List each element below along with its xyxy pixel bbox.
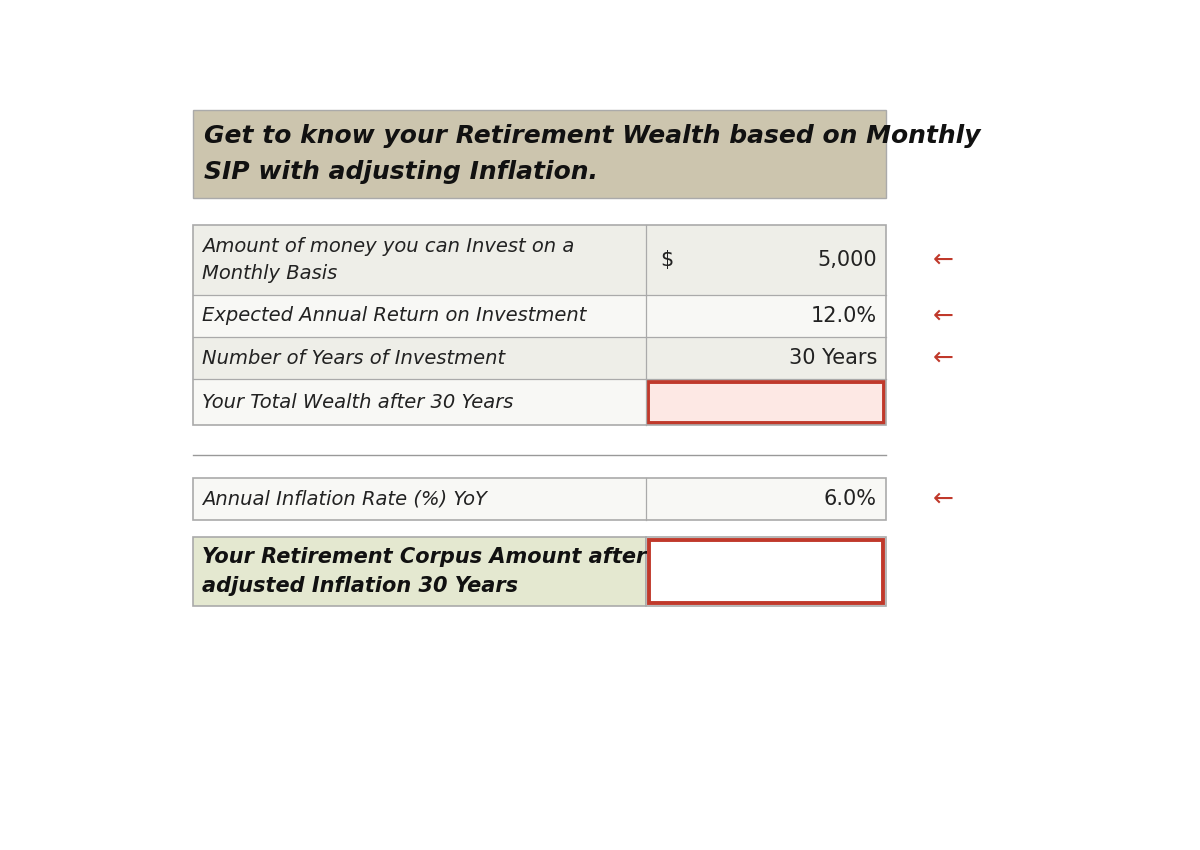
FancyBboxPatch shape [649,540,883,604]
Text: ←: ← [932,303,954,328]
Text: 12.0%: 12.0% [811,306,877,326]
FancyBboxPatch shape [193,478,887,520]
Text: Get to know your Retirement Wealth based on Monthly
SIP with adjusting Inflation: Get to know your Retirement Wealth based… [204,124,980,184]
FancyBboxPatch shape [646,294,887,337]
FancyBboxPatch shape [646,225,887,294]
Text: Annual Inflation Rate (%) YoY: Annual Inflation Rate (%) YoY [202,490,487,508]
Text: Amount of money you can Invest on a
Monthly Basis: Amount of money you can Invest on a Mont… [202,237,575,282]
Text: 5,000: 5,000 [817,250,877,269]
FancyBboxPatch shape [193,379,646,425]
Text: $: $ [660,250,673,269]
Text: Expected Annual Return on Investment: Expected Annual Return on Investment [202,306,587,326]
Text: ←: ← [932,346,954,370]
FancyBboxPatch shape [193,294,646,337]
Text: ←: ← [932,248,954,272]
Text: 3,072,968.75: 3,072,968.75 [726,562,875,581]
FancyBboxPatch shape [193,110,887,198]
Text: 17,649,569: 17,649,569 [757,393,877,412]
Text: Your Retirement Corpus Amount after
adjusted Inflation 30 Years: Your Retirement Corpus Amount after adju… [202,547,646,596]
FancyBboxPatch shape [193,225,646,294]
FancyBboxPatch shape [648,382,884,423]
Text: ←: ← [932,487,954,511]
Text: 30 Years: 30 Years [788,348,877,368]
FancyBboxPatch shape [193,537,646,606]
FancyBboxPatch shape [646,537,887,606]
Text: $: $ [660,393,673,412]
Text: 6.0%: 6.0% [824,489,877,509]
Text: Your Total Wealth after 30 Years: Your Total Wealth after 30 Years [202,393,514,411]
Text: $: $ [665,562,679,581]
FancyBboxPatch shape [646,379,887,425]
Text: Number of Years of Investment: Number of Years of Investment [202,348,505,367]
FancyBboxPatch shape [646,337,887,379]
FancyBboxPatch shape [193,337,646,379]
